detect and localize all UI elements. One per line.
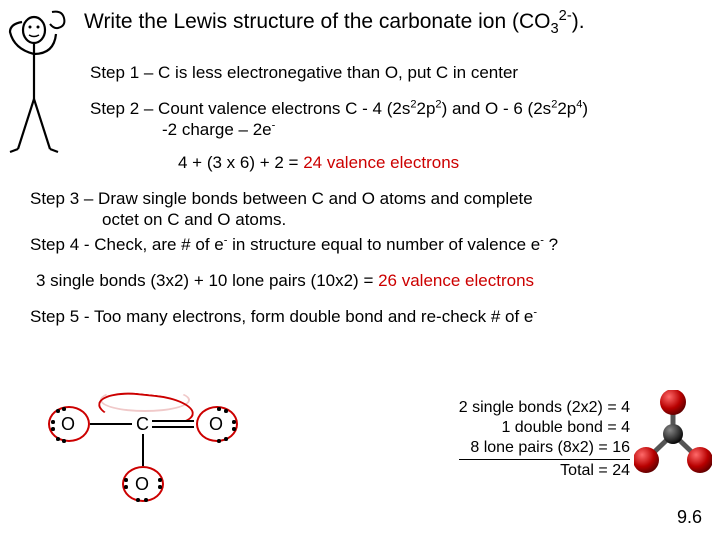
step4-c: ?	[544, 235, 558, 254]
molecule-3d-icon	[634, 390, 712, 478]
valence-lhs: 4 + (3 x 6) + 2 =	[178, 153, 303, 172]
page-title: Write the Lewis structure of the carbona…	[84, 8, 585, 37]
step5-sup: -	[533, 306, 537, 318]
valence-calc: 4 + (3 x 6) + 2 = 24 valence electrons	[178, 152, 459, 173]
atom-o-right: O	[209, 414, 223, 435]
title-sup: 2-	[559, 8, 572, 24]
calc-l3: 8 lone pairs (8x2) = 16	[459, 438, 630, 458]
step3-l2: octet on C and O atoms.	[102, 210, 286, 229]
title-sub: 3	[551, 21, 559, 37]
step-4: Step 4 - Check, are # of e- in structure…	[30, 234, 558, 255]
valence-rhs: 24 valence electrons	[303, 153, 459, 172]
bonds-rhs: 26 valence electrons	[378, 271, 534, 290]
atom-o-left: O	[61, 414, 75, 435]
atom-o-bottom: O	[135, 474, 149, 495]
step-3: Step 3 – Draw single bonds between C and…	[30, 188, 533, 231]
step-1: Step 1 – C is less electronegative than …	[90, 62, 518, 83]
bonds-lhs: 3 single bonds (3x2) + 10 lone pairs (10…	[36, 271, 378, 290]
step2-e: )	[582, 99, 588, 118]
bond-left	[90, 423, 132, 425]
step-2: Step 2 – Count valence electrons C - 4 (…	[90, 98, 588, 141]
step2-a: Step 2 – Count valence electrons C - 4 (…	[90, 99, 410, 118]
step4-b: in structure equal to number of valence …	[227, 235, 540, 254]
calc-total: Total = 24	[459, 459, 630, 481]
bond-down	[142, 434, 144, 466]
calc-l2: 1 double bond = 4	[459, 418, 630, 438]
bonds-calc: 3 single bonds (3x2) + 10 lone pairs (10…	[36, 270, 534, 291]
title-prefix: Write the Lewis structure of the carbona…	[84, 10, 551, 33]
step2-l2sup: -	[272, 120, 276, 132]
final-calc: 2 single bonds (2x2) = 4 1 double bond =…	[459, 398, 630, 481]
atom-c: C	[136, 414, 149, 435]
step2-c: ) and O - 6 (2s	[442, 99, 552, 118]
thinking-figure-icon	[4, 4, 76, 164]
title-suffix: ).	[572, 10, 585, 33]
step2-l2: -2 charge – 2e	[162, 120, 272, 139]
step5-a: Step 5 - Too many electrons, form double…	[30, 307, 533, 326]
step3-l1: Step 3 – Draw single bonds between C and…	[30, 189, 533, 208]
step2-b: 2p	[417, 99, 436, 118]
step-5: Step 5 - Too many electrons, form double…	[30, 306, 537, 327]
lewis-structure-diagram: O C O O	[48, 400, 268, 520]
page-number: 9.6	[677, 507, 702, 528]
calc-l1: 2 single bonds (2x2) = 4	[459, 398, 630, 418]
bond-right-1	[152, 420, 194, 422]
step4-a: Step 4 - Check, are # of e	[30, 235, 224, 254]
bond-right-2	[152, 426, 194, 428]
step2-d: 2p	[557, 99, 576, 118]
